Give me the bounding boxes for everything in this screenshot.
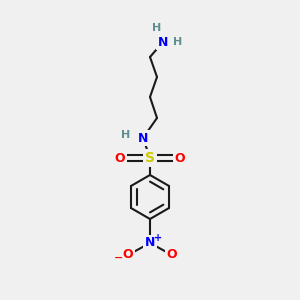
Text: O: O	[175, 152, 185, 164]
Text: N: N	[138, 131, 148, 145]
Text: N: N	[145, 236, 155, 250]
Text: O: O	[115, 152, 125, 164]
Text: +: +	[154, 233, 162, 243]
Text: S: S	[145, 151, 155, 165]
Text: H: H	[173, 37, 183, 47]
Text: −: −	[114, 253, 124, 263]
Text: H: H	[152, 23, 162, 33]
Text: O: O	[167, 248, 177, 262]
Text: H: H	[122, 130, 130, 140]
Text: N: N	[158, 35, 168, 49]
Text: O: O	[123, 248, 133, 262]
